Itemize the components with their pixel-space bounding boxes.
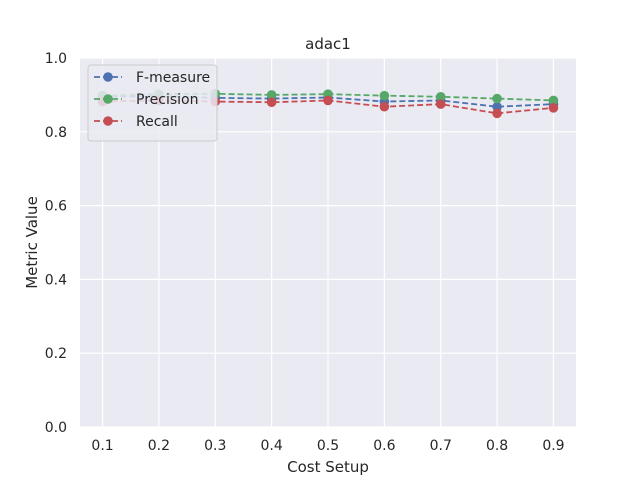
data-point [323,95,333,106]
data-point [379,101,390,112]
y-tick-label: 0.4 [45,272,67,288]
data-point [379,90,390,101]
x-tick-label: 0.4 [261,438,283,454]
data-point [492,101,502,112]
data-point [548,95,559,106]
y-tick-label: 0.6 [45,199,67,215]
data-point [266,90,277,100]
data-point [435,91,446,102]
y-tick-label: 0.8 [45,125,67,141]
y-tick-label: 1.0 [45,51,67,67]
data-point [492,93,502,104]
legend-entry: Recall [136,114,178,130]
y-tick-label: 0.0 [45,420,67,436]
x-tick-label: 0.7 [430,438,452,454]
x-axis-label: Cost Setup [287,458,369,476]
legend: F-measure Precision Recall [87,64,218,142]
y-tick-labels: 0.0 0.2 0.4 0.6 0.8 1.0 [45,51,67,436]
legend-entry: Precision [136,92,198,108]
x-tick-label: 0.2 [148,438,170,454]
x-tick-label: 0.8 [486,438,508,454]
x-tick-label: 0.3 [204,438,226,454]
legend-entry: F-measure [136,70,210,86]
x-tick-label: 0.1 [91,438,113,454]
legend-swatch-marker [103,72,113,82]
data-point [548,103,559,113]
y-tick-label: 0.2 [45,346,67,362]
chart-title: adac1 [305,35,351,53]
data-point [435,99,446,109]
legend-swatch-marker [103,94,113,104]
x-tick-label: 0.5 [317,438,339,454]
legend-swatch-marker [103,116,113,126]
x-tick-label: 0.9 [542,438,564,454]
data-point [492,108,502,119]
data-point [266,97,277,108]
x-tick-labels: 0.1 0.2 0.3 0.4 0.5 0.6 0.7 0.8 0.9 [91,438,564,454]
x-tick-label: 0.6 [373,438,395,454]
y-axis-label: Metric Value [23,196,41,289]
legend-box [87,64,218,142]
